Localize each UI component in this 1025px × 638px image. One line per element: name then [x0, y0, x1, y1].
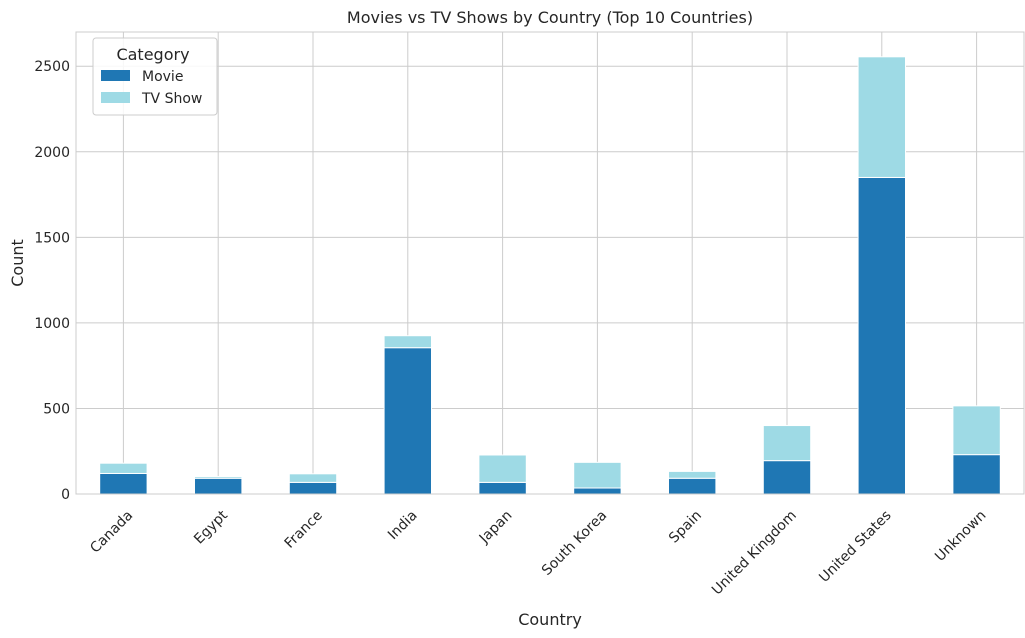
x-tick-label: India: [385, 508, 421, 544]
bar-tv-show: [857, 56, 906, 178]
bar-tv-show: [952, 405, 1001, 456]
x-tick-label: France: [282, 508, 326, 552]
bar-movie: [99, 472, 148, 495]
legend-swatch: [101, 70, 130, 81]
bar-movie: [857, 176, 906, 495]
bar-movie: [383, 347, 433, 495]
x-tick-label: Unknown: [932, 508, 989, 565]
bar-tv-show: [668, 470, 717, 479]
legend: Category Movie TV Show: [92, 37, 218, 116]
y-tick-labels: 0 500 1000 1500 2000 2500: [34, 59, 70, 503]
bar-movie: [288, 481, 338, 495]
y-tick-label: 2000: [34, 145, 70, 161]
bar-movie: [573, 487, 622, 495]
legend-label: Movie: [142, 69, 183, 85]
bar-movie: [478, 481, 527, 495]
bar-tv-show: [478, 454, 527, 483]
y-tick-label: 2500: [34, 59, 70, 75]
y-axis-label: Count: [8, 239, 27, 287]
bar-tv-show: [383, 335, 433, 349]
x-axis-label: Country: [518, 610, 582, 629]
bar-tv-show: [99, 462, 148, 474]
y-tick-label: 0: [61, 487, 70, 503]
plot-frame: [75, 31, 1025, 495]
y-tick-label: 1000: [34, 316, 70, 332]
grid: [76, 32, 1024, 495]
x-tick-label: United Kingdom: [709, 508, 800, 599]
y-tick-label: 500: [43, 401, 70, 417]
legend-title: Category: [116, 45, 189, 64]
x-tick-label: Japan: [476, 508, 516, 548]
bars: [99, 56, 1001, 495]
bar-movie: [762, 460, 812, 495]
bar-movie: [194, 477, 243, 495]
bar-tv-show: [762, 425, 812, 462]
x-tick-labels: Canada Egypt France India Japan South Korea Sp…: [87, 507, 989, 598]
x-tick-label: Egypt: [191, 507, 231, 547]
legend-swatch: [101, 92, 130, 103]
bar-tv-show: [573, 461, 622, 489]
x-tick-label: United States: [816, 508, 894, 586]
legend-label: TV Show: [141, 91, 202, 107]
bar-tv-show: [288, 473, 338, 483]
bar-tv-show: [194, 476, 243, 479]
bar-movie: [668, 477, 717, 495]
bar-movie: [952, 454, 1001, 495]
x-tick-label: South Korea: [539, 508, 610, 579]
y-tick-label: 1500: [34, 230, 70, 246]
x-tick-label: Canada: [87, 508, 136, 557]
chart-title: Movies vs TV Shows by Country (Top 10 Co…: [347, 8, 753, 27]
x-tick-label: Spain: [666, 508, 705, 547]
